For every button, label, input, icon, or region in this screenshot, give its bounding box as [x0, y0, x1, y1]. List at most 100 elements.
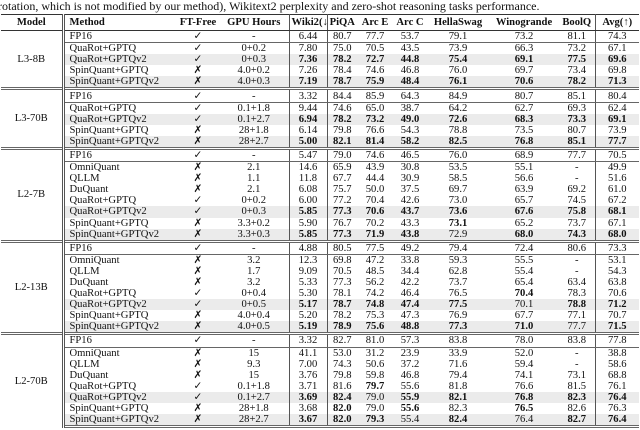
- method-name: OmniQuant: [69, 162, 120, 174]
- piqa-value: 79.8: [332, 124, 352, 136]
- piqa-value: 78.7: [327, 76, 357, 89]
- table-row: QuaRot+GPTQv2 ✓ 0+0.3 5.85 77.3 70.6 43.7 73.6 6…: [1, 206, 639, 218]
- table-row: QLLM ✗ 9.3 7.00 74.3 50.6 37.2 71.6 59.4 -58.6: [1, 358, 639, 370]
- gpu-hours: 1.7: [219, 265, 290, 277]
- arc-c-value: 55.9: [393, 391, 427, 403]
- arc-c-value: 37.5: [400, 184, 420, 196]
- avg-value: 67.1: [607, 217, 627, 229]
- hellaswag-value: 76.1: [427, 76, 489, 89]
- winogrande-value: 56.6: [514, 173, 534, 185]
- piqa-value: 76.7: [332, 217, 352, 229]
- arc-e-value: 74.2: [365, 288, 385, 300]
- hellaswag-value: 64.2: [448, 102, 468, 114]
- table-row: L3-8B FP16 ✓ -6.44 80.7 77.7 53.7 79.1 73.2 81.1 7…: [1, 30, 639, 89]
- piqa-value: 82.1: [327, 135, 357, 149]
- header-hellaswag: HellaSwag: [427, 14, 489, 31]
- arc-e-value: 77.5: [357, 239, 393, 255]
- winogrande-value: 76.4: [489, 414, 559, 429]
- hellaswag-value: 78.8: [448, 124, 468, 136]
- boolq-value: 73.1: [559, 369, 596, 381]
- avg-value: 54.3: [607, 265, 627, 277]
- hellaswag-value: 69.7: [448, 184, 468, 196]
- avg-value: 70.7: [607, 310, 627, 322]
- cross-icon: ✗: [193, 265, 203, 277]
- winogrande-value: 78.0: [489, 332, 559, 348]
- piqa-value: 78.9: [327, 321, 357, 334]
- arc-e-value: 76.6: [365, 124, 385, 136]
- winogrande-value: 69.1: [489, 54, 559, 66]
- boolq-value: 69.3: [559, 102, 596, 114]
- wiki2-value: 5.00: [289, 135, 328, 149]
- avg-value: 68.1: [595, 206, 639, 218]
- wiki2-value: 12.3: [289, 254, 328, 266]
- arc-e-value: 77.7: [357, 30, 393, 44]
- model-label: L2-7B: [1, 146, 65, 242]
- avg-value: 51.6: [607, 173, 627, 185]
- avg-value: 69.1: [595, 113, 639, 125]
- arc-e-value: 75.9: [357, 76, 393, 89]
- gpu-hours: 28+2.7: [219, 414, 290, 429]
- boolq-value: 75.8: [559, 206, 596, 218]
- method-name: SpinQuant+GPTQ: [69, 124, 149, 136]
- arc-e-value: 81.4: [357, 135, 393, 149]
- winogrande-value: 73.5: [514, 124, 534, 136]
- arc-c-value: 42.2: [400, 277, 420, 289]
- gpu-hours: 28+1.8: [219, 403, 290, 415]
- boolq-value: -: [559, 173, 596, 185]
- boolq-value: 81.1: [559, 30, 596, 44]
- table-row: SpinQuant+GPTQ ✗ 3.3+0.2 5.90 76.7 70.2 43.3 73…: [1, 217, 639, 229]
- boolq-value: 82.6: [559, 403, 596, 415]
- winogrande-value: 74.1: [514, 369, 534, 381]
- hellaswag-value: 73.7: [448, 277, 468, 289]
- arc-c-value: 43.3: [400, 217, 420, 229]
- table-row: SpinQuant+GPTQv2 ✗ 4.0+0.3 7.19 78.7 75.9 48.4…: [1, 76, 639, 89]
- cross-icon: ✗: [193, 403, 203, 415]
- method-name: QLLM: [69, 265, 100, 277]
- table-row: QuaRot+GPTQ ✓ 0.1+1.8 3.71 81.6 79.7 55.6 81.8 7…: [1, 380, 639, 392]
- piqa-value: 67.7: [332, 173, 352, 185]
- cross-icon: ✗: [193, 184, 203, 196]
- arc-e-value: 71.9: [357, 228, 393, 242]
- wiki2-value: 6.44: [289, 30, 328, 44]
- avg-value: 61.0: [607, 184, 627, 196]
- table-row: SpinQuant+GPTQv2 ✗ 3.3+0.3 5.85 77.3 71.9 43.8…: [1, 228, 639, 242]
- method-name: FP16: [63, 87, 177, 103]
- avg-value: 62.4: [607, 102, 627, 114]
- method-name: SpinQuant+GPTQ: [69, 217, 149, 229]
- winogrande-value: 70.6: [489, 76, 559, 89]
- arc-c-value: 30.8: [400, 162, 420, 174]
- winogrande-value: 70.1: [489, 299, 559, 311]
- hellaswag-value: 79.1: [427, 30, 489, 44]
- hellaswag-value: 82.3: [448, 403, 468, 415]
- arc-c-value: 38.7: [400, 102, 420, 114]
- header-method: Method: [63, 14, 177, 31]
- table-row: QLLM ✗ 1.7 9.09 70.5 48.5 34.4 62.8 55.4 -54.3: [1, 265, 639, 277]
- cross-icon: ✗: [193, 369, 203, 381]
- table-row: OmniQuant ✗ 3.2 12.3 69.8 47.2 33.8 59.3 55.5 -53…: [1, 254, 639, 266]
- arc-c-value: 58.2: [393, 135, 427, 149]
- arc-e-value: 81.0: [357, 332, 393, 348]
- winogrande-value: 65.4: [514, 277, 534, 289]
- avg-value: 71.3: [595, 76, 639, 89]
- piqa-value: 78.1: [332, 288, 352, 300]
- hellaswag-value: 73.1: [448, 217, 468, 229]
- hellaswag-value: 76.5: [448, 288, 468, 300]
- method-name: FP16: [63, 30, 177, 44]
- avg-value: 38.8: [607, 347, 627, 359]
- method-name: QuaRot+GPTQv2: [63, 54, 177, 66]
- method-name: QLLM: [69, 358, 100, 370]
- winogrande-value: 73.2: [489, 30, 559, 44]
- arc-c-value: 34.4: [400, 265, 420, 277]
- hellaswag-value: 72.9: [427, 228, 489, 242]
- gpu-hours: 2.1: [219, 161, 290, 174]
- cross-icon: ✗: [177, 321, 219, 334]
- gpu-hours: -: [219, 239, 290, 255]
- header-model: Model: [1, 14, 65, 31]
- boolq-value: 78.3: [559, 288, 596, 300]
- table-row: QuaRot+GPTQv2 ✓ 0.1+2.7 6.94 78.2 73.2 49.0 72.…: [1, 113, 639, 125]
- wiki2-value: 5.85: [289, 228, 328, 242]
- gpu-hours: 3.2: [219, 276, 290, 289]
- hellaswag-value: 72.6: [427, 113, 489, 125]
- winogrande-value: 66.3: [514, 43, 534, 55]
- piqa-value: 80.5: [327, 239, 357, 255]
